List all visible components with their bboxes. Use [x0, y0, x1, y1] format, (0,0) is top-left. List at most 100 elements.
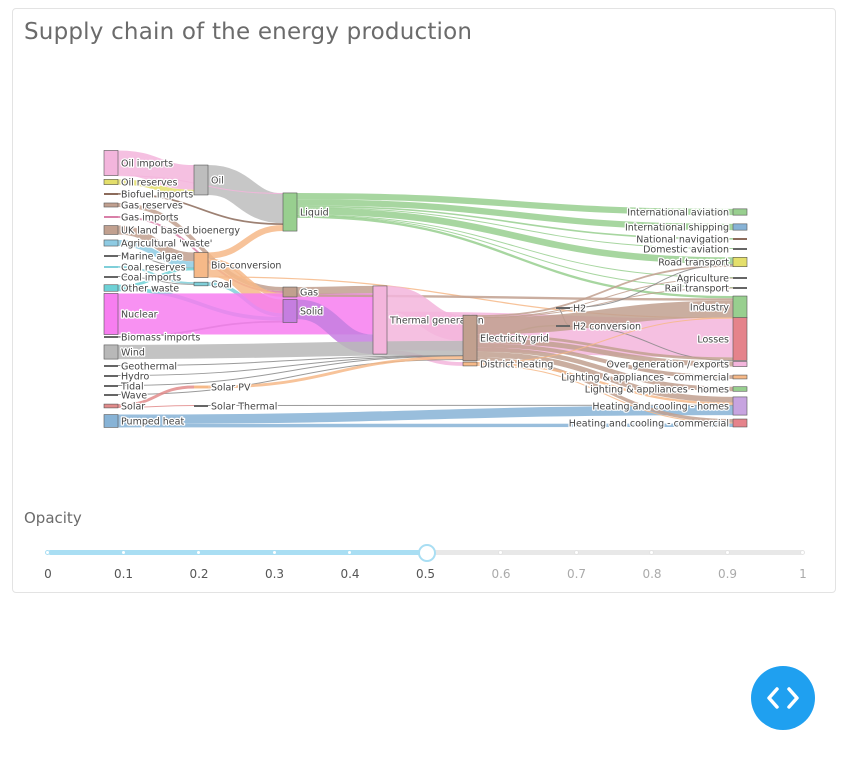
slider-tick-label[interactable]: 0.6	[491, 567, 511, 581]
slider-tick-mark[interactable]	[271, 550, 277, 555]
slider-tick-label[interactable]: 0.9	[717, 567, 738, 581]
sankey-link-uk_land-to-bio_conversion[interactable]	[117, 225, 195, 262]
slider-tick-mark[interactable]	[498, 550, 503, 555]
sankey-node-international-shipping[interactable]	[732, 223, 748, 231]
sankey-node-heating-homes[interactable]	[732, 396, 748, 416]
sankey-node-wind[interactable]	[103, 344, 119, 360]
sankey-link-biofuel_imports-to-liquid[interactable]	[117, 192, 284, 225]
sankey-link-agri_waste-to-bio_conversion[interactable]	[117, 239, 195, 268]
sankey-node-nuclear[interactable]	[103, 293, 119, 335]
slider-tick-label[interactable]: 0.2	[189, 567, 209, 581]
sankey-link-liquid-to-road_transport[interactable]	[296, 207, 734, 264]
sankey-node-oil[interactable]	[193, 164, 209, 196]
sankey-link-h2-to-road_transport[interactable]	[569, 263, 734, 308]
sankey-link-electricity_grid-to-agriculture[interactable]	[476, 277, 734, 318]
sankey-node-over-generation[interactable]	[732, 361, 748, 367]
slider-tick-mark[interactable]	[120, 550, 126, 555]
sankey-link-oil_reserves-to-oil[interactable]	[117, 179, 195, 195]
sankey-link-liquid-to-national_navigation[interactable]	[296, 205, 734, 240]
sankey-node-heating-commercial[interactable]	[732, 418, 748, 428]
sankey-link-wind-to-electricity_grid[interactable]	[117, 340, 464, 360]
sankey-link-electricity_grid-to-heating_commercial[interactable]	[476, 357, 734, 423]
sankey-link-liquid-to-rail_transport[interactable]	[296, 215, 734, 288]
sankey-link-thermal_generation-to-losses[interactable]	[386, 311, 734, 358]
sankey-link-bio_conversion-to-liquid[interactable]	[207, 224, 284, 259]
slider-tick-label[interactable]: 1	[799, 567, 807, 581]
slider-tick-label[interactable]: 0	[44, 567, 52, 581]
sankey-link-district_heating-to-industry[interactable]	[476, 317, 734, 364]
slider-tick-label[interactable]: 0.5	[415, 567, 436, 581]
sankey-node-hydro[interactable]	[104, 375, 118, 377]
slider-tick-mark[interactable]	[196, 550, 201, 555]
sankey-link-solar_pv-to-electricity_grid[interactable]	[207, 356, 464, 389]
sankey-node-electricity-grid[interactable]	[462, 314, 478, 362]
slider-tick-label[interactable]: 0.1	[113, 567, 134, 581]
sankey-link-geothermal-to-electricity_grid[interactable]	[117, 355, 464, 366]
sankey-link-liquid-to-international_aviation[interactable]	[296, 192, 734, 216]
sankey-link-electricity_grid-to-heating_homes[interactable]	[476, 351, 734, 403]
sankey-link-electricity_grid-to-over_generation[interactable]	[476, 338, 734, 367]
slider-tick-label[interactable]: 0.4	[340, 567, 360, 581]
sankey-node-solar-thermal[interactable]	[194, 405, 208, 407]
sankey-node-gas-reserves[interactable]	[103, 202, 119, 208]
sankey-link-district_heating-to-heating_commercial[interactable]	[476, 364, 734, 424]
sankey-node-h2[interactable]	[556, 307, 570, 309]
sankey-node-other-waste[interactable]	[103, 284, 119, 292]
code-view-button[interactable]	[751, 666, 815, 730]
slider-tick-label[interactable]: 0.7	[566, 567, 587, 581]
sankey-node-biomass-imports[interactable]	[104, 336, 118, 338]
slider-handle[interactable]	[417, 544, 436, 562]
sankey-node-agriculture[interactable]	[733, 277, 747, 279]
sankey-node-gas[interactable]	[282, 286, 298, 298]
sankey-link-other_waste-to-bio_conversion[interactable]	[117, 267, 195, 288]
sankey-node-domestic-aviation[interactable]	[733, 248, 747, 250]
slider-tick-mark[interactable]	[347, 550, 352, 555]
slider-tick-label[interactable]: 0.8	[642, 567, 662, 581]
sankey-link-pumped_heat-to-heating_homes[interactable]	[117, 405, 734, 425]
opacity-slider[interactable]: 0 0.1 0.2 0.3 0.4 0.5 0.6 0.7 0.8 0.9 1	[44, 544, 807, 589]
sankey-node-district-heating[interactable]	[462, 361, 478, 367]
sankey-node-industry[interactable]	[732, 295, 748, 319]
sankey-node-road-transport[interactable]	[732, 256, 748, 268]
sankey-link-electricity_grid-to-lighting_homes[interactable]	[476, 347, 734, 392]
sankey-node-coal[interactable]	[193, 281, 209, 287]
sankey-link-marine_algae-to-bio_conversion[interactable]	[117, 255, 195, 269]
slider-tick-mark[interactable]	[45, 550, 50, 555]
sankey-node-wave[interactable]	[104, 394, 118, 396]
sankey-node-national-navigation[interactable]	[733, 238, 747, 240]
sankey-node-oil-reserves[interactable]	[103, 179, 119, 185]
sankey-node-international-aviation[interactable]	[732, 208, 748, 216]
sankey-link-electricity_grid-to-lighting_commercial[interactable]	[476, 343, 734, 379]
sankey-link-gas-to-thermal_generation[interactable]	[296, 285, 374, 295]
sankey-node-solar[interactable]	[103, 403, 119, 409]
sankey-node-marine-algae[interactable]	[104, 255, 118, 257]
sankey-node-thermal-generation[interactable]	[372, 285, 388, 355]
sankey-node-solar-pv[interactable]	[194, 385, 208, 389]
sankey-link-liquid-to-domestic_aviation[interactable]	[296, 207, 734, 249]
sankey-node-h2-conversion[interactable]	[556, 325, 570, 327]
sankey-link-oil_imports-to-oil[interactable]	[117, 150, 195, 190]
sankey-node-rail-transport[interactable]	[733, 287, 747, 289]
slider-tick-label[interactable]: 0.3	[264, 567, 285, 581]
sankey-link-district_heating-to-heating_homes[interactable]	[476, 362, 734, 405]
sankey-node-gas-imports[interactable]	[104, 216, 118, 218]
sankey-node-lighting-homes[interactable]	[732, 386, 748, 392]
sankey-link-liquid-to-international_shipping[interactable]	[296, 199, 734, 231]
sankey-link-tidal-to-electricity_grid[interactable]	[117, 355, 464, 386]
sankey-link-coal_imports-to-coal[interactable]	[117, 276, 195, 285]
slider-tick-mark[interactable]	[724, 550, 730, 555]
sankey-link-electricity_grid-to-losses[interactable]	[476, 334, 734, 361]
sankey-link-electricity_grid-to-rail_transport[interactable]	[476, 287, 734, 319]
sankey-link-oil-to-liquid[interactable]	[207, 165, 284, 224]
sankey-node-solid[interactable]	[282, 299, 298, 323]
sankey-node-liquid[interactable]	[282, 192, 298, 232]
sankey-link-electricity_grid-to-industry[interactable]	[476, 300, 734, 335]
sankey-node-agri-waste[interactable]	[103, 239, 119, 247]
sankey-link-hydro-to-electricity_grid[interactable]	[117, 355, 464, 376]
sankey-link-solar-to-solar_pv[interactable]	[117, 385, 195, 407]
sankey-node-bio-conversion[interactable]	[193, 252, 209, 278]
sankey-link-electricity_grid-to-road_transport[interactable]	[476, 264, 734, 317]
slider-tick-mark[interactable]	[649, 550, 654, 555]
sankey-node-pumped-heat[interactable]	[103, 414, 119, 428]
